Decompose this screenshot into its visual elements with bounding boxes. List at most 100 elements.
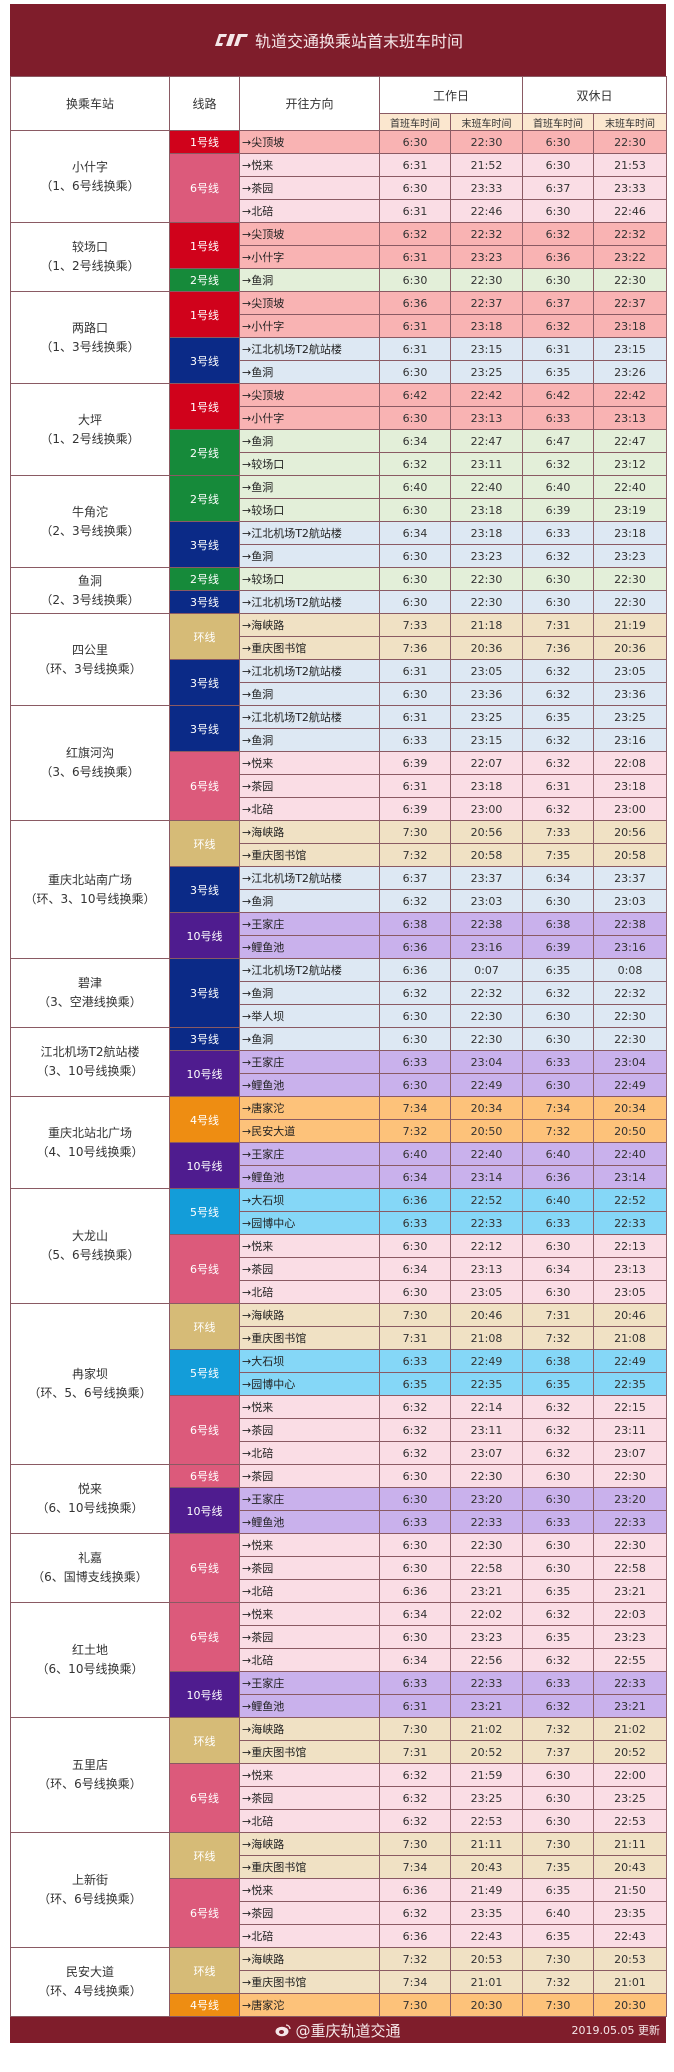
weekday-first: 6:33	[379, 1211, 451, 1235]
weekend-first: 6:39	[522, 498, 595, 522]
table-row: 两路口 （1、3号线换乘） 1号线 →尖顶坡 6:36 22:37 6:37 22:37	[10, 291, 668, 384]
direction-cell: →王家庄	[239, 912, 380, 936]
table-row: 礼嘉 （6、国博支线换乘） 6号线 →悦来 6:30 22:30 6:30 22:30	[10, 1533, 668, 1603]
table-row: 2号线 →鱼洞 6:30 22:30 6:30 22:30	[11, 268, 668, 292]
weekday-first: 6:32	[379, 1395, 451, 1419]
weekday-last: 22:56	[449, 1648, 524, 1672]
weekend-first: 6:32	[522, 797, 595, 821]
station-name: 民安大道	[65, 1965, 114, 1979]
station-cell: 较场口 （1、2号线换乘）	[10, 222, 170, 292]
table-row: 红土地 （6、10号线换乘） 6号线 →悦来 6:34 22:02 6:32 22:03	[10, 1602, 668, 1718]
weekend-last: 22:38	[593, 912, 668, 936]
footer-bar: @重庆轨道交通 2019.05.05 更新	[10, 2017, 666, 2043]
weekday-first: 7:30	[379, 1832, 451, 1856]
weekday-first: 6:34	[379, 1648, 451, 1672]
weekday-first: 6:30	[379, 682, 451, 706]
station-cell: 两路口 （1、3号线换乘）	[10, 291, 170, 384]
weekend-first: 6:32	[522, 314, 595, 338]
direction-cell: →鱼洞	[239, 268, 380, 292]
table-row: 上新街 （环、6号线换乘） 环线 →海峡路 7:30 21:11 7:30 21:11	[10, 1832, 668, 1948]
weekend-first: 6:30	[522, 1234, 595, 1258]
weekend-last: 22:53	[593, 1809, 668, 1833]
table-row: →较场口 6:30 23:18 6:39 23:19	[11, 498, 668, 522]
line-badge: 10号线	[169, 1050, 240, 1097]
direction-cell: →鱼洞	[239, 889, 380, 913]
line-badge: 环线	[169, 1303, 240, 1350]
weekday-first: 6:30	[379, 1234, 451, 1258]
table-row: 碧津 （3、空港线换乘） 3号线 →江北机场T2航站楼 6:36 0:07 6:35 0:08	[10, 958, 668, 1028]
line-badge: 3号线	[169, 337, 240, 384]
weekday-last: 23:16	[449, 935, 524, 959]
weekend-first: 7:36	[522, 636, 595, 660]
direction-cell: →江北机场T2航站楼	[239, 659, 380, 683]
weekday-last: 23:18	[449, 314, 524, 338]
table-row: 冉家坝 （环、5、6号线换乘） 环线 →海峡路 7:30 20:46 7:31 20:46	[10, 1303, 668, 1465]
line-badge: 6号线	[169, 751, 240, 821]
line-badge: 环线	[169, 1832, 240, 1879]
weekend-first: 6:38	[522, 1349, 595, 1373]
weekday-last: 20:34	[449, 1096, 524, 1120]
weekday-first: 7:32	[379, 843, 451, 867]
weekday-last: 22:07	[449, 751, 524, 775]
weekday-last: 22:53	[449, 1809, 524, 1833]
station-transfer: （1、6号线换乘）	[40, 178, 140, 193]
station-cell: 冉家坝 （环、5、6号线换乘）	[10, 1303, 170, 1465]
weekday-first: 6:34	[379, 429, 451, 453]
table-row: →北碚 6:32 22:53 6:30 22:53	[11, 1809, 668, 1833]
direction-cell: →江北机场T2航站楼	[239, 958, 380, 982]
weekday-last: 22:35	[449, 1372, 524, 1396]
weekend-first: 6:35	[522, 360, 595, 384]
direction-cell: →尖顶坡	[239, 222, 380, 246]
direction-cell: →唐家沱	[239, 1993, 380, 2017]
col-weekend-first: 首班车时间	[522, 113, 595, 131]
line-badge: 1号线	[169, 291, 240, 338]
weekend-last: 20:46	[593, 1303, 668, 1327]
weekend-last: 23:12	[593, 452, 668, 476]
weekend-first: 7:34	[522, 1096, 595, 1120]
weekday-last: 22:30	[449, 590, 524, 614]
line-badge: 环线	[169, 613, 240, 660]
weekend-first: 6:32	[522, 1441, 595, 1465]
weekday-first: 6:34	[379, 521, 451, 545]
weekday-last: 21:01	[449, 1970, 524, 1994]
weekday-first: 6:31	[379, 659, 451, 683]
table-row: 红旗河沟 （3、6号线换乘） 3号线 →江北机场T2航站楼 6:31 23:25 6:35 2…	[10, 705, 668, 821]
weekday-first: 7:30	[379, 820, 451, 844]
weekend-first: 6:33	[522, 1211, 595, 1235]
direction-cell: →鱼洞	[239, 1027, 380, 1051]
table-row: →鲤鱼池 6:33 22:33 6:33 22:33	[11, 1510, 668, 1534]
weekend-last: 23:33	[593, 176, 668, 200]
weekday-first: 6:30	[379, 1073, 451, 1097]
weekday-first: 6:30	[379, 360, 451, 384]
station-cell: 江北机场T2航站楼 （3、10号线换乘）	[10, 1027, 170, 1097]
weekday-first: 6:32	[379, 1786, 451, 1810]
weekend-first: 6:32	[522, 452, 595, 476]
weekday-last: 23:05	[449, 659, 524, 683]
weekday-last: 23:15	[449, 337, 524, 361]
weekend-last: 22:42	[593, 383, 668, 407]
weekend-last: 22:52	[593, 1188, 668, 1212]
weekend-first: 7:30	[522, 1832, 595, 1856]
station-name: 江北机场T2航站楼	[40, 1045, 140, 1059]
weekend-first: 6:40	[522, 1142, 595, 1166]
cqrt-logo-icon	[214, 34, 248, 46]
station-cell: 红土地 （6、10号线换乘）	[10, 1602, 170, 1718]
weekend-last: 22:08	[593, 751, 668, 775]
weekend-first: 6:30	[522, 567, 595, 591]
weekend-last: 22:49	[593, 1073, 668, 1097]
table-row: →茶园 6:34 23:13 6:34 23:13	[11, 1257, 668, 1281]
weekday-first: 6:36	[379, 958, 451, 982]
direction-cell: →北碚	[239, 1579, 380, 1603]
weekend-last: 22:30	[593, 1533, 668, 1557]
weekday-first: 6:36	[379, 1878, 451, 1902]
table-row: →重庆图书馆 7:34 21:01 7:32 21:01	[11, 1970, 668, 1994]
direction-cell: →江北机场T2航站楼	[239, 866, 380, 890]
weekend-first: 6:37	[522, 176, 595, 200]
weekday-first: 6:31	[379, 705, 451, 729]
weekend-first: 6:30	[522, 590, 595, 614]
weekday-last: 23:25	[449, 705, 524, 729]
weekday-last: 23:13	[449, 1257, 524, 1281]
line-badge: 5号线	[169, 1349, 240, 1396]
weekend-first: 6:35	[522, 1372, 595, 1396]
weekday-last: 22:46	[449, 199, 524, 223]
